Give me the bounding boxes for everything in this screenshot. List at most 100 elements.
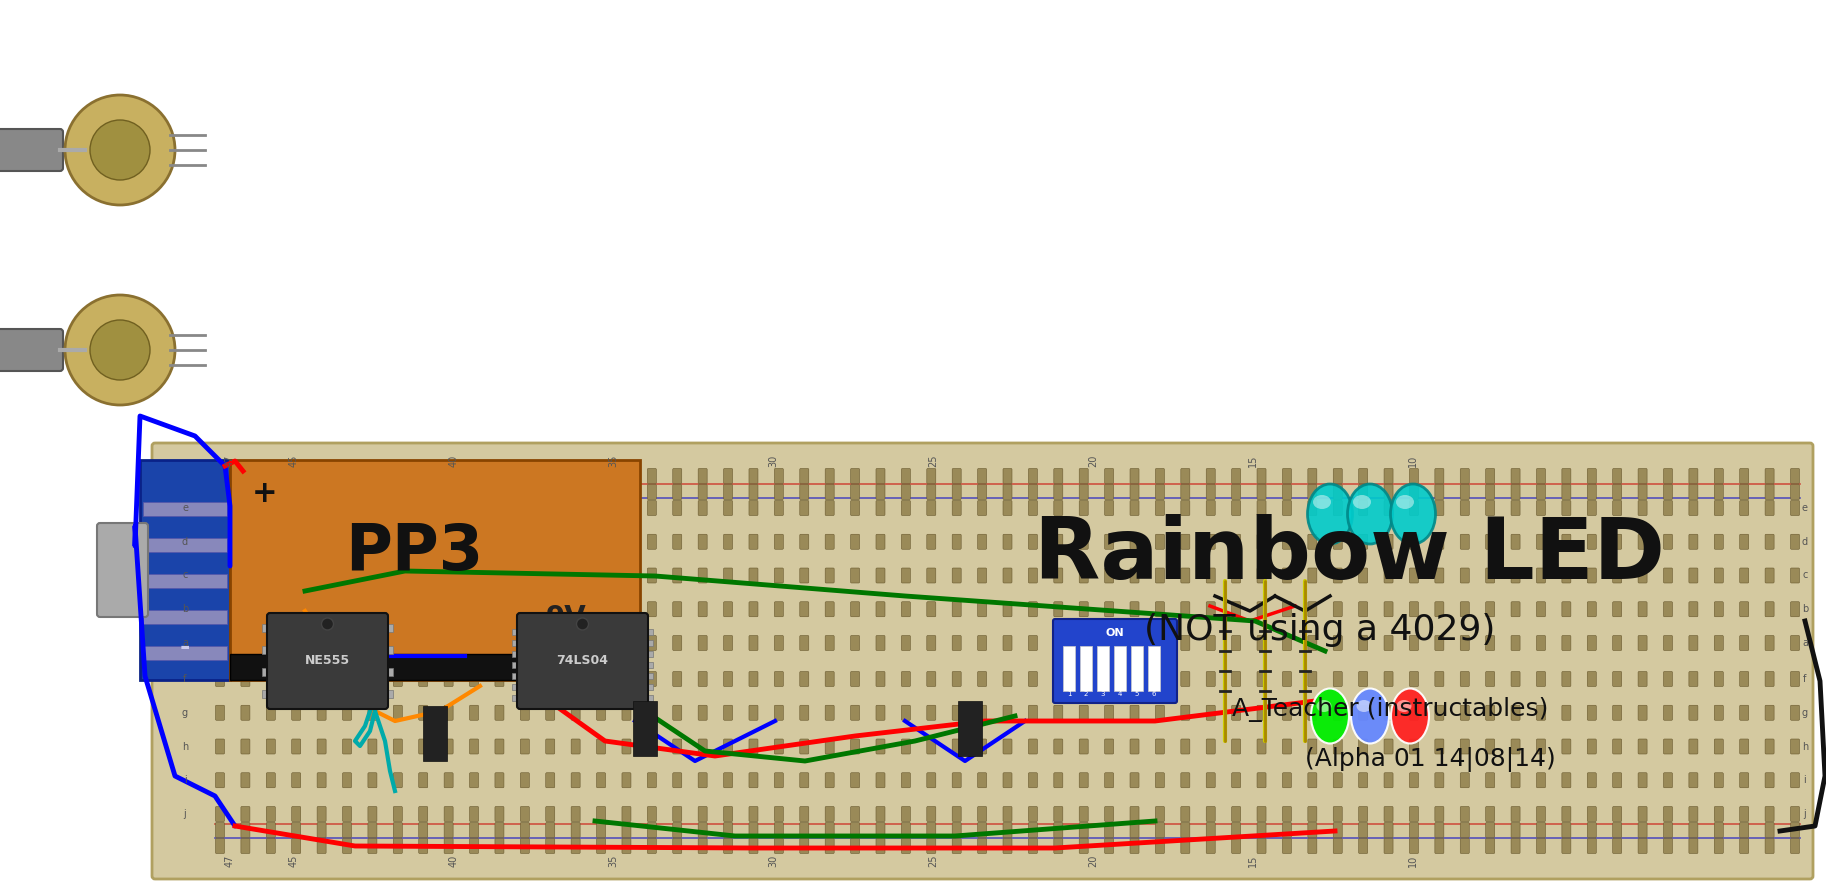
FancyBboxPatch shape [1663,501,1673,516]
FancyBboxPatch shape [1333,806,1342,822]
FancyBboxPatch shape [876,635,886,650]
FancyBboxPatch shape [1486,469,1495,484]
FancyBboxPatch shape [1766,806,1775,822]
FancyBboxPatch shape [1715,838,1724,854]
Bar [1097,646,1108,691]
FancyBboxPatch shape [902,501,911,516]
FancyBboxPatch shape [1105,601,1114,617]
FancyBboxPatch shape [1715,568,1724,583]
FancyBboxPatch shape [1282,739,1291,754]
FancyBboxPatch shape [267,806,276,822]
FancyBboxPatch shape [241,601,250,617]
FancyBboxPatch shape [1740,568,1749,583]
FancyBboxPatch shape [1384,501,1393,516]
FancyBboxPatch shape [1663,838,1673,854]
FancyBboxPatch shape [469,485,478,500]
FancyBboxPatch shape [1561,739,1570,754]
FancyBboxPatch shape [546,469,555,484]
FancyBboxPatch shape [876,822,886,838]
FancyBboxPatch shape [672,739,681,754]
FancyBboxPatch shape [1156,806,1165,822]
FancyBboxPatch shape [1612,806,1621,822]
FancyBboxPatch shape [1689,601,1698,617]
FancyBboxPatch shape [1384,469,1393,484]
FancyBboxPatch shape [367,772,376,788]
FancyBboxPatch shape [1536,535,1545,549]
FancyBboxPatch shape [393,806,402,822]
FancyBboxPatch shape [318,806,327,822]
FancyBboxPatch shape [343,601,352,617]
FancyBboxPatch shape [343,568,352,583]
FancyBboxPatch shape [495,772,504,788]
FancyBboxPatch shape [1207,838,1216,854]
Text: 35: 35 [608,454,619,467]
FancyBboxPatch shape [1207,772,1216,788]
FancyBboxPatch shape [215,601,225,617]
FancyBboxPatch shape [97,523,148,617]
FancyBboxPatch shape [977,822,986,838]
FancyBboxPatch shape [546,535,555,549]
Text: 25: 25 [928,454,939,467]
FancyBboxPatch shape [318,568,327,583]
Text: d: d [183,536,188,547]
FancyBboxPatch shape [1231,822,1240,838]
FancyBboxPatch shape [1207,501,1216,516]
FancyBboxPatch shape [1740,822,1749,838]
FancyBboxPatch shape [1561,806,1570,822]
FancyBboxPatch shape [1231,672,1240,686]
FancyBboxPatch shape [723,739,732,754]
Bar [1063,646,1076,691]
FancyBboxPatch shape [546,739,555,754]
FancyBboxPatch shape [928,806,935,822]
Text: NE555: NE555 [305,655,351,667]
Text: 45: 45 [289,854,299,867]
Bar [643,684,654,690]
FancyBboxPatch shape [749,739,758,754]
FancyBboxPatch shape [1231,706,1240,720]
Circle shape [66,95,175,205]
FancyBboxPatch shape [418,469,427,484]
FancyBboxPatch shape [1663,601,1673,617]
FancyBboxPatch shape [1612,822,1621,838]
FancyBboxPatch shape [800,822,809,838]
FancyBboxPatch shape [851,806,860,822]
FancyBboxPatch shape [1156,485,1165,500]
FancyBboxPatch shape [241,635,250,650]
FancyBboxPatch shape [1231,469,1240,484]
FancyBboxPatch shape [367,838,376,854]
FancyBboxPatch shape [1079,739,1088,754]
Bar [142,610,226,624]
FancyBboxPatch shape [876,838,886,854]
FancyBboxPatch shape [977,672,986,686]
FancyBboxPatch shape [267,635,276,650]
FancyBboxPatch shape [1766,469,1775,484]
FancyBboxPatch shape [1307,739,1317,754]
FancyBboxPatch shape [1512,601,1519,617]
FancyBboxPatch shape [546,501,555,516]
FancyBboxPatch shape [444,739,453,754]
FancyBboxPatch shape [928,838,935,854]
FancyBboxPatch shape [1054,619,1178,703]
FancyBboxPatch shape [851,672,860,686]
FancyBboxPatch shape [495,501,504,516]
FancyBboxPatch shape [418,501,427,516]
FancyBboxPatch shape [1307,672,1317,686]
FancyBboxPatch shape [723,535,732,549]
Text: 4: 4 [1118,691,1123,697]
Text: ON: ON [1107,628,1125,638]
FancyBboxPatch shape [1791,501,1799,516]
FancyBboxPatch shape [749,672,758,686]
FancyBboxPatch shape [876,469,886,484]
FancyBboxPatch shape [1715,601,1724,617]
FancyBboxPatch shape [546,601,555,617]
FancyBboxPatch shape [1231,635,1240,650]
FancyBboxPatch shape [1715,822,1724,838]
FancyBboxPatch shape [520,672,530,686]
FancyBboxPatch shape [749,601,758,617]
FancyBboxPatch shape [546,485,555,500]
FancyBboxPatch shape [902,822,911,838]
FancyBboxPatch shape [292,822,301,838]
FancyBboxPatch shape [1333,601,1342,617]
FancyBboxPatch shape [1256,485,1265,500]
FancyBboxPatch shape [698,485,707,500]
